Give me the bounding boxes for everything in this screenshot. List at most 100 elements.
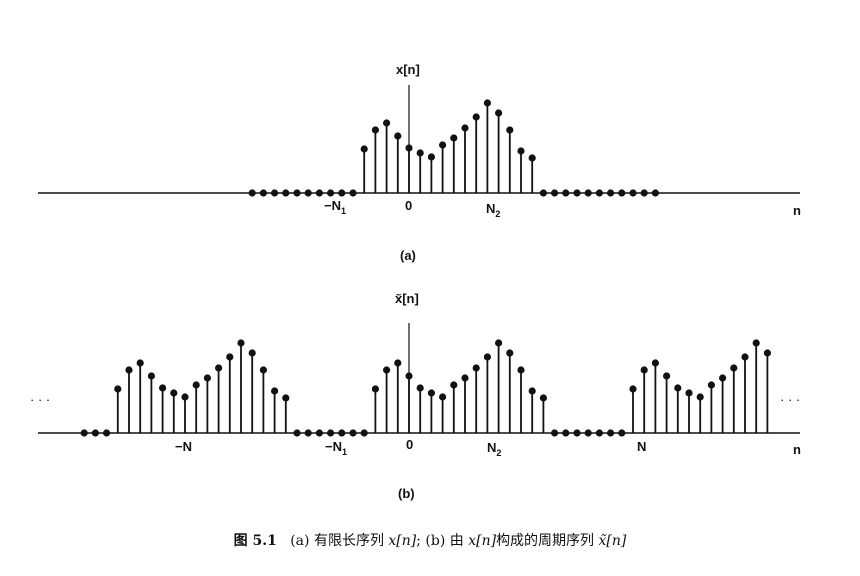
zero-sample-a <box>259 189 267 197</box>
stem-head-b <box>136 359 144 367</box>
zero-sample-a <box>607 189 615 197</box>
zero-sample-a <box>539 189 548 197</box>
stem-head-b <box>696 393 704 401</box>
panel-b <box>38 323 800 437</box>
zero-sample-b <box>551 429 559 437</box>
figure-canvas <box>38 85 800 437</box>
zero-sample-a <box>338 189 346 197</box>
stem-head-b <box>528 387 536 395</box>
stem-head-a <box>427 153 435 161</box>
stem-head-b <box>405 372 413 380</box>
stem-head-b <box>461 374 469 382</box>
stem-head-b <box>663 372 671 380</box>
zero-sample-a <box>618 189 626 197</box>
stem-head-b <box>383 366 391 374</box>
stem-head-b <box>203 374 211 382</box>
zero-sample-a <box>584 189 592 197</box>
zero-sample-b <box>293 429 301 437</box>
panel-label-b: (b) <box>398 486 415 501</box>
stem-head-a <box>371 126 379 134</box>
stem-head-b <box>114 385 122 393</box>
caption-sep: ; (b) 由 <box>416 533 464 549</box>
tick-label-n2-a: N2 <box>486 201 501 219</box>
zero-sample-b <box>80 429 88 437</box>
stem-head-a <box>360 145 368 153</box>
stem-head-a <box>439 141 447 149</box>
stem-head-b <box>495 339 503 347</box>
zero-sample-b <box>91 429 99 437</box>
stem-head-b <box>741 353 749 361</box>
stem-head-a <box>405 144 413 152</box>
stem-head-b <box>147 372 155 380</box>
zero-sample-a <box>573 189 581 197</box>
stem-head-b <box>730 364 738 372</box>
tick-label-zero-b: 0 <box>406 437 414 452</box>
zero-sample-a <box>640 189 648 197</box>
stem-head-b <box>371 385 379 393</box>
zero-sample-a <box>349 189 357 197</box>
stem-head-a <box>528 154 536 162</box>
stem-head-b <box>539 394 548 402</box>
zero-sample-a <box>248 189 256 197</box>
stem-head-b <box>629 385 637 393</box>
stem-head-b <box>416 384 424 392</box>
stem-head-a <box>506 126 514 134</box>
stem-head-a <box>517 147 525 155</box>
zero-sample-b <box>562 429 570 437</box>
zero-sample-a <box>562 189 570 197</box>
stem-head-b <box>719 374 727 382</box>
stem-head-a <box>450 134 458 142</box>
panel-label-a: (a) <box>400 248 416 263</box>
tick-label-neg-n-b: −N <box>175 439 192 454</box>
stem-head-b <box>685 389 693 397</box>
stem-head-b <box>282 394 290 402</box>
caption-seq-b: x[n] <box>468 533 497 549</box>
zero-sample-a <box>629 189 637 197</box>
zero-sample-b <box>595 429 604 437</box>
stem-head-b <box>394 359 402 367</box>
stem-head-b <box>752 339 760 347</box>
axis-label-n-b: n <box>793 442 801 457</box>
zero-sample-a <box>551 189 559 197</box>
stem-head-a <box>416 149 424 157</box>
tick-label-zero-a: 0 <box>405 198 413 213</box>
ellipsis-left: · · · <box>30 392 51 407</box>
caption-seq-a: x[n] <box>388 533 417 549</box>
zero-sample-b <box>349 429 357 437</box>
stem-head-a <box>383 119 391 127</box>
stem-head-a <box>472 113 480 121</box>
ellipsis-right: · · · <box>780 392 801 407</box>
caption-fig-number: 图 5.1 <box>233 533 277 549</box>
stem-head-b <box>170 389 178 397</box>
stem-head-b <box>259 366 267 374</box>
stem-head-b <box>226 353 234 361</box>
stem-head-b <box>483 353 491 361</box>
stem-head-b <box>125 366 133 374</box>
tick-label-neg-n1-b: −N1 <box>325 439 347 457</box>
zero-sample-b <box>618 429 626 437</box>
stem-head-b <box>651 359 660 367</box>
zero-sample-a <box>327 189 335 197</box>
zero-sample-b <box>315 429 323 437</box>
tick-label-neg-n1-a: −N1 <box>324 198 346 216</box>
stem-head-a <box>461 124 469 132</box>
zero-sample-b <box>327 429 335 437</box>
zero-sample-a <box>304 189 312 197</box>
stem-head-b <box>159 384 167 392</box>
stem-head-b <box>472 364 480 372</box>
zero-sample-b <box>338 429 346 437</box>
signal-label-b: x̃[n] <box>395 291 419 306</box>
stem-head-b <box>271 387 279 395</box>
panel-a <box>38 85 800 197</box>
stem-head-b <box>237 339 245 347</box>
zero-sample-b <box>584 429 592 437</box>
stem-head-b <box>506 349 514 357</box>
stem-head-b <box>427 389 435 397</box>
zero-sample-a <box>271 189 279 197</box>
stem-head-b <box>517 366 525 374</box>
zero-sample-a <box>293 189 301 197</box>
zero-sample-a <box>282 189 290 197</box>
stem-head-a <box>495 109 503 117</box>
zero-sample-b <box>607 429 615 437</box>
zero-sample-b <box>103 429 111 437</box>
